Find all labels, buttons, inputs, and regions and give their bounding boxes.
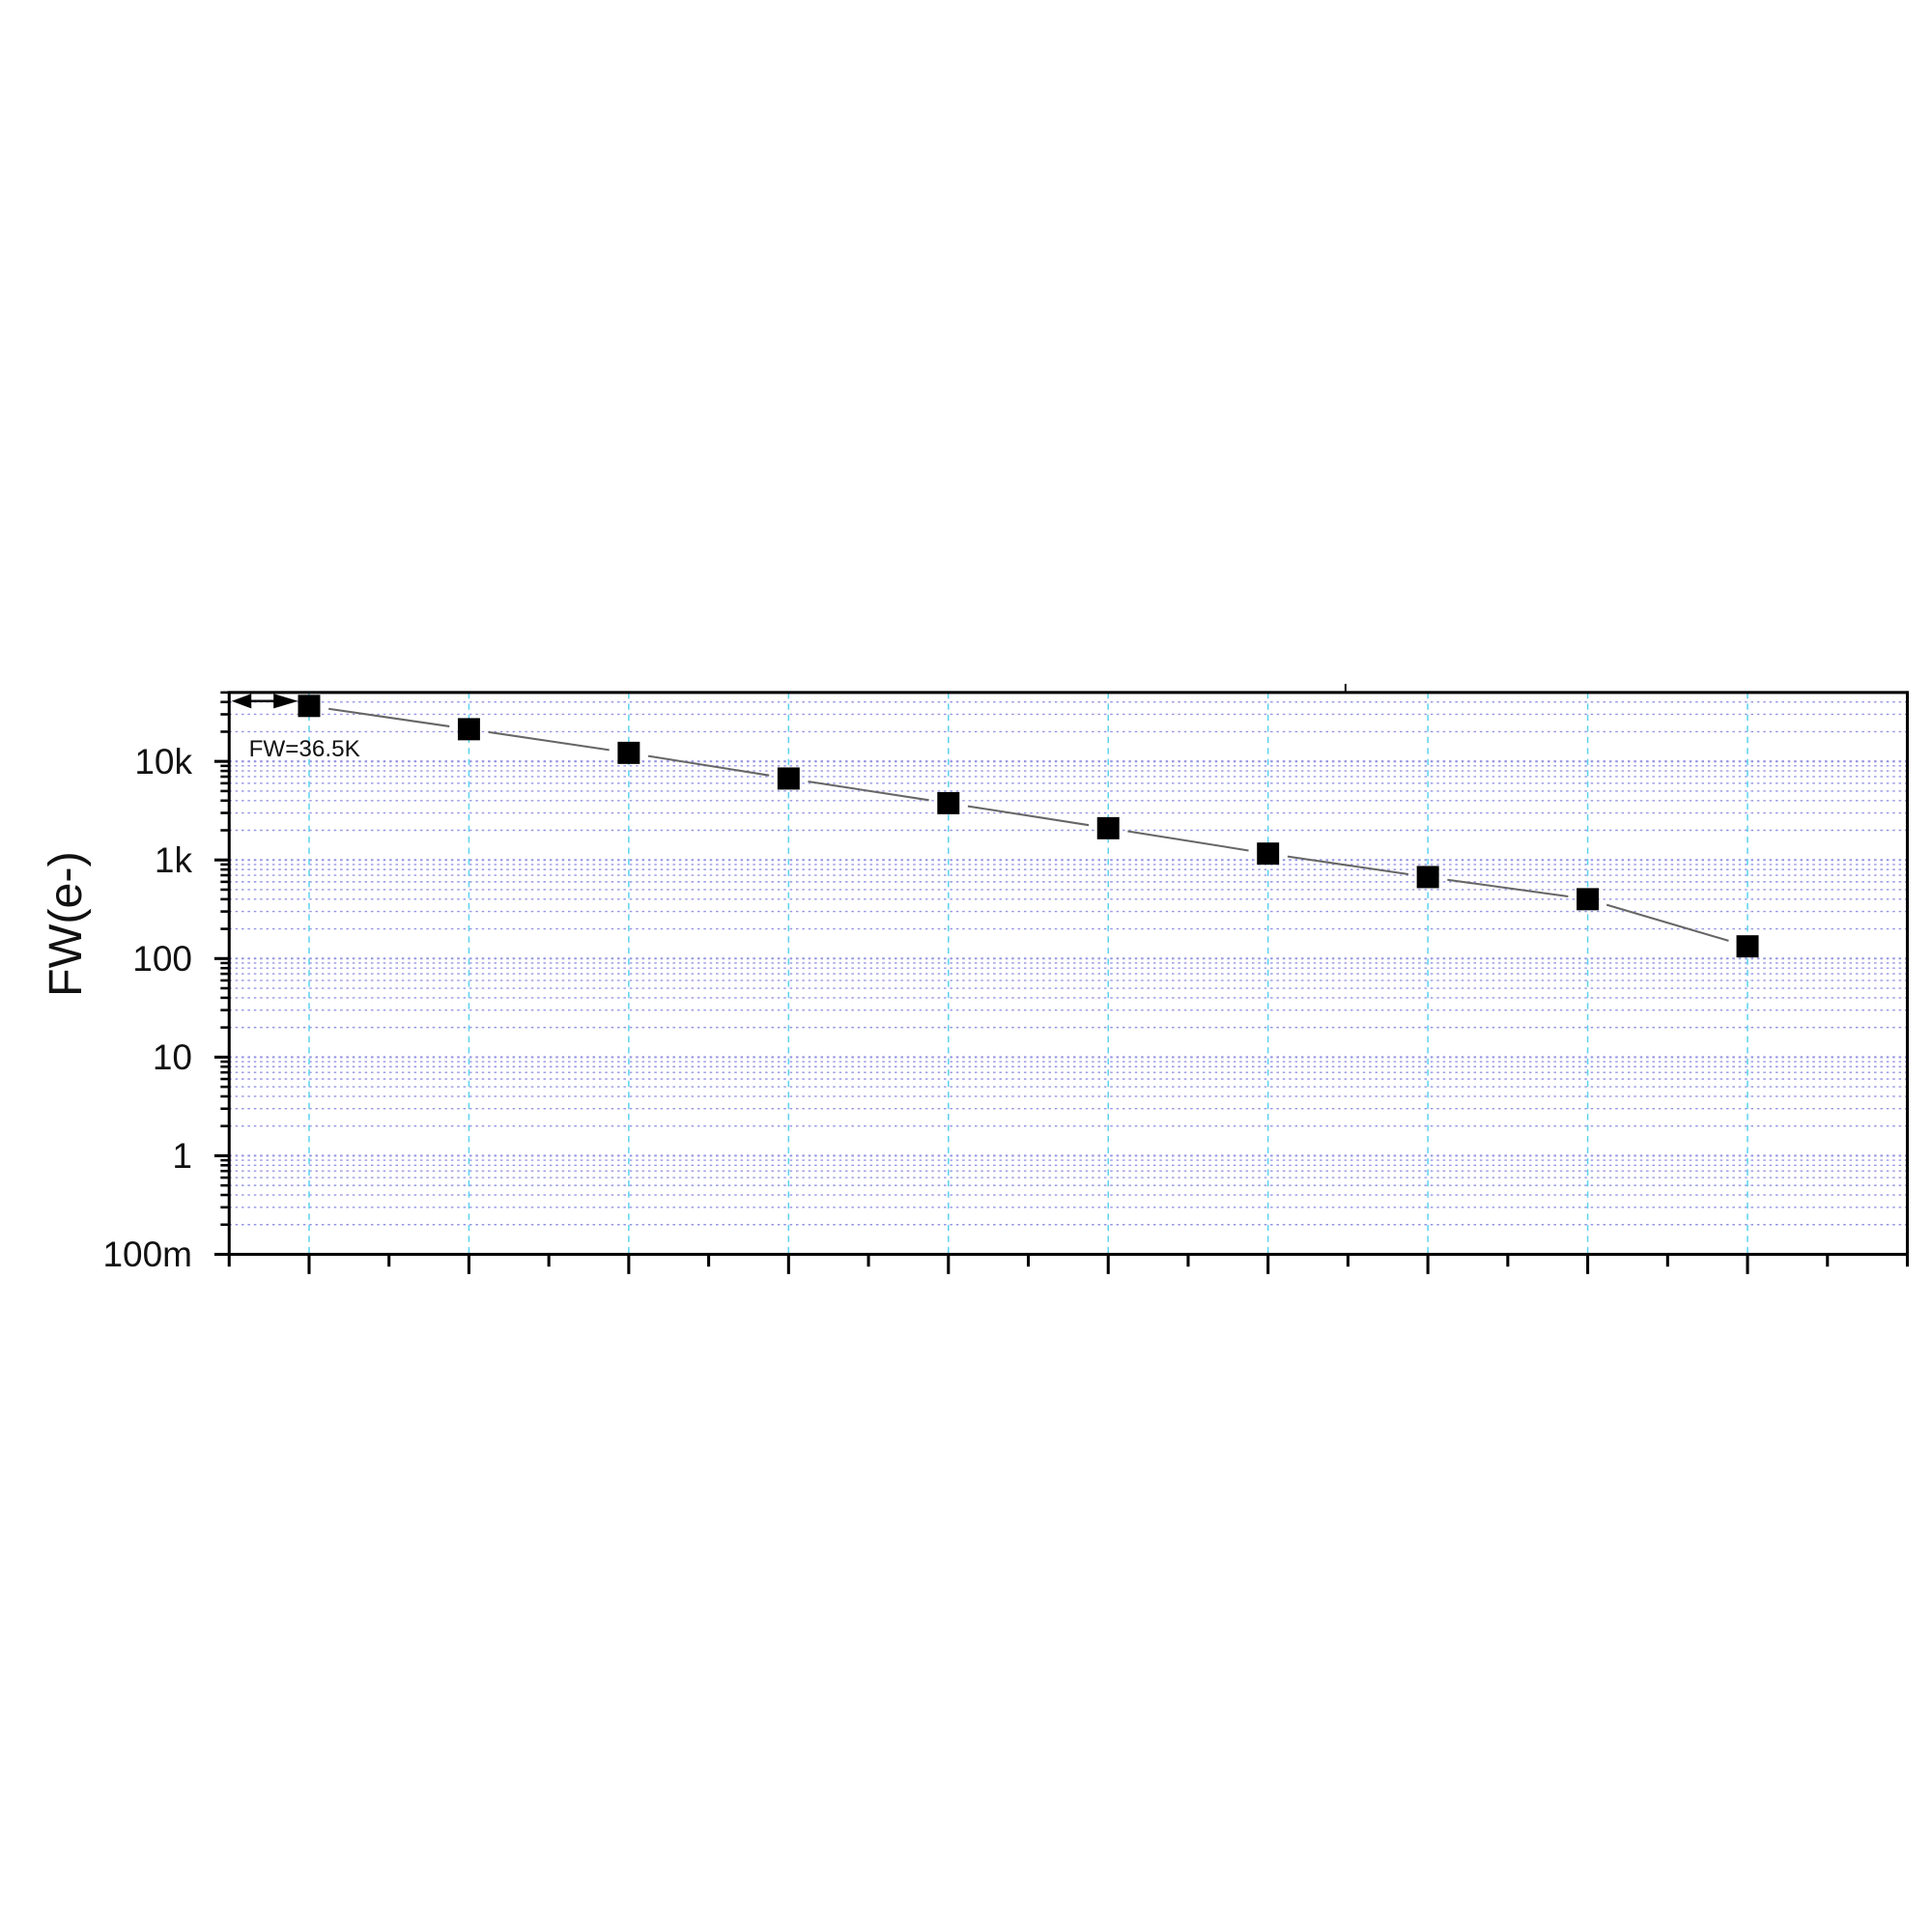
data-point bbox=[937, 791, 960, 814]
y-axis-label: FW(e-) bbox=[40, 851, 92, 997]
y-tick-label: 100 bbox=[132, 939, 192, 979]
series-line-segment bbox=[328, 707, 450, 727]
y-tick-label: 10k bbox=[134, 742, 192, 781]
data-point bbox=[1577, 888, 1600, 911]
data-point bbox=[298, 695, 321, 718]
data-point bbox=[1257, 842, 1280, 866]
series-line-segment bbox=[1447, 878, 1569, 898]
series-line-segment bbox=[647, 754, 770, 777]
grid bbox=[229, 692, 1908, 1256]
data-point bbox=[617, 741, 640, 764]
y-tick-label: 1 bbox=[172, 1136, 192, 1176]
series-line-segment bbox=[1287, 855, 1409, 875]
arrow-head-left-icon bbox=[231, 694, 252, 709]
data-point bbox=[457, 718, 480, 741]
annotation: FW=36.5K bbox=[231, 694, 360, 762]
y-tick-label: 1k bbox=[155, 840, 193, 880]
y-tick-label: 100m bbox=[102, 1235, 191, 1274]
data-point bbox=[777, 767, 800, 790]
annotation-label: FW=36.5K bbox=[249, 736, 360, 762]
series-line-segment bbox=[808, 781, 929, 802]
axes: 100m 1 10 100 1k 10k bbox=[102, 683, 1910, 1274]
y-tick-label: 10 bbox=[153, 1037, 192, 1077]
series-line bbox=[328, 707, 1729, 942]
plot-frame bbox=[227, 691, 1910, 1256]
markers bbox=[298, 695, 1759, 958]
data-point bbox=[1096, 816, 1120, 839]
data-point bbox=[1736, 935, 1759, 958]
arrow-head-right-icon bbox=[273, 694, 298, 709]
series-line-segment bbox=[1605, 903, 1729, 942]
series-line-segment bbox=[1127, 830, 1249, 852]
data-point bbox=[1416, 866, 1439, 889]
series-line-segment bbox=[967, 805, 1090, 827]
series-line-segment bbox=[488, 730, 610, 752]
